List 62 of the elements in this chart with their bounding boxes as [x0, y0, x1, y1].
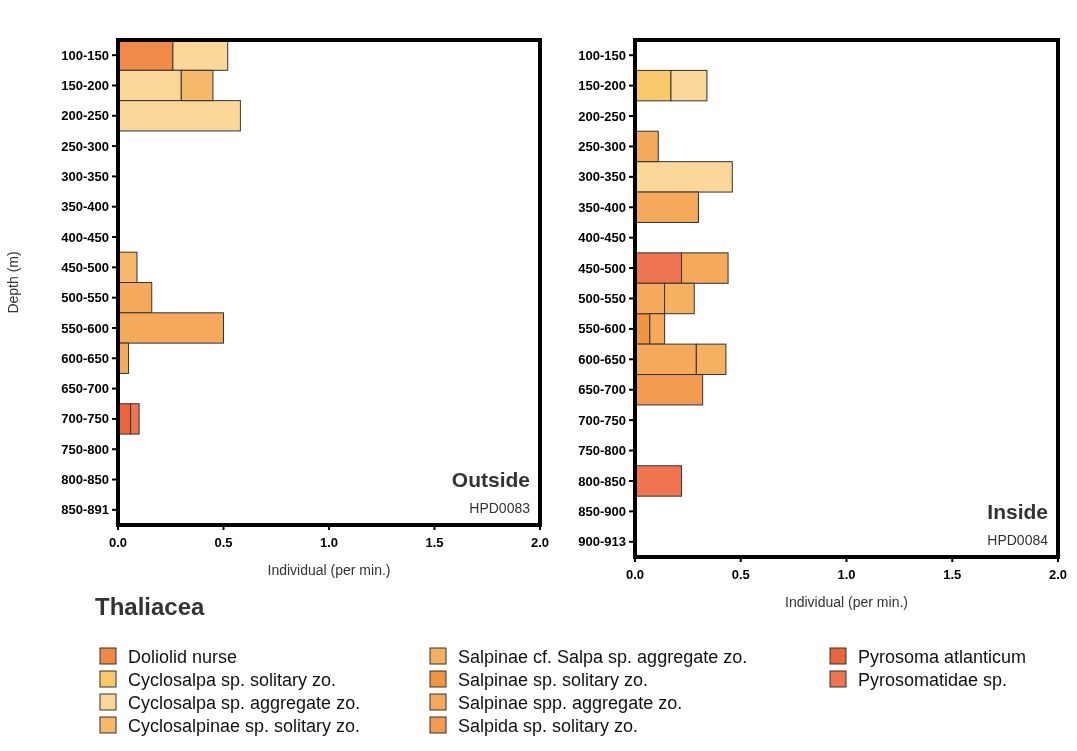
- y-tick-label: 350-400: [578, 199, 626, 215]
- x-axis-title: Individual (per min.): [785, 594, 908, 610]
- y-tick-label: 200-250: [578, 108, 626, 124]
- y-tick-label: 250-300: [61, 138, 109, 154]
- y-tick-label: 500-550: [61, 290, 109, 306]
- legend-label: Salpida sp. solitary zo.: [458, 716, 639, 737]
- bar: [634, 465, 683, 497]
- x-axis-title: Individual (per min.): [267, 562, 391, 578]
- annotation: HPD0083: [469, 500, 531, 516]
- y-axis-title: Depth (m): [5, 251, 21, 314]
- legend-label: Pyrosoma atlanticum: [858, 647, 1027, 668]
- legend-label: Salpinae cf. Salpa sp. aggregate zo.: [458, 647, 748, 668]
- y-tick-label: 600-650: [578, 351, 626, 367]
- y-tick-label: 400-450: [578, 230, 626, 246]
- y-tick-label: 100-150: [578, 47, 626, 63]
- y-tick-label: 700-750: [61, 411, 109, 427]
- legend-title: Thaliacea: [95, 593, 206, 620]
- legend-label: Cyclosalpinae sp. solitary zo.: [128, 716, 361, 737]
- legend-label: Salpinae spp. aggregate zo.: [458, 693, 683, 714]
- y-tick-label: 800-850: [61, 472, 109, 488]
- y-tick-label: 450-500: [61, 259, 109, 275]
- legend-label: Salpinae sp. solitary zo.: [458, 670, 649, 691]
- x-tick-label: 0.0: [108, 535, 128, 550]
- y-tick-label: 750-800: [61, 441, 109, 457]
- x-tick-label: 2.0: [530, 535, 550, 550]
- y-tick-label: 300-350: [578, 169, 626, 185]
- y-tick-label: 250-300: [578, 138, 626, 154]
- y-tick-label: 350-400: [61, 199, 109, 215]
- x-tick-label: 0.0: [625, 567, 645, 582]
- y-tick-label: 150-200: [578, 78, 626, 94]
- annotation: Inside: [987, 500, 1048, 523]
- legend-label: Pyrosomatidae sp.: [858, 670, 1008, 691]
- x-tick-label: 1.0: [837, 567, 856, 582]
- y-tick-label: 100-150: [61, 47, 109, 63]
- y-tick-label: 650-700: [578, 382, 626, 398]
- y-tick-label: 900-913: [578, 534, 626, 550]
- y-tick-label: 550-600: [578, 321, 626, 337]
- y-tick-label: 400-450: [61, 229, 109, 245]
- y-tick-label: 850-891: [61, 502, 109, 518]
- y-tick-label: 200-250: [61, 108, 109, 124]
- y-tick-label: 500-550: [578, 291, 626, 307]
- annotation: Outside: [451, 468, 530, 491]
- x-tick-label: 2.0: [1048, 567, 1068, 582]
- annotation: HPD0084: [987, 532, 1049, 548]
- x-tick-label: 0.5: [731, 567, 750, 582]
- y-tick-label: 650-700: [61, 381, 109, 397]
- y-tick-label: 700-750: [578, 412, 626, 428]
- legend-label: Cyclosalpa sp. aggregate zo.: [128, 693, 361, 714]
- y-tick-label: 450-500: [578, 260, 626, 276]
- y-tick-label: 850-900: [578, 503, 626, 519]
- y-tick-label: 800-850: [578, 473, 626, 489]
- y-tick-label: 750-800: [578, 443, 626, 459]
- legend-label: Cyclosalpa sp. solitary zo.: [128, 670, 337, 691]
- y-tick-label: 600-650: [61, 350, 109, 366]
- x-tick-label: 1.5: [425, 535, 444, 550]
- legend-label: Doliolid nurse: [128, 647, 238, 668]
- y-tick-label: 300-350: [61, 168, 109, 184]
- y-tick-label: 150-200: [61, 78, 109, 94]
- x-tick-label: 1.5: [943, 567, 962, 582]
- y-tick-label: 550-600: [61, 320, 109, 336]
- x-tick-label: 0.5: [214, 535, 233, 550]
- x-tick-label: 1.0: [319, 535, 339, 550]
